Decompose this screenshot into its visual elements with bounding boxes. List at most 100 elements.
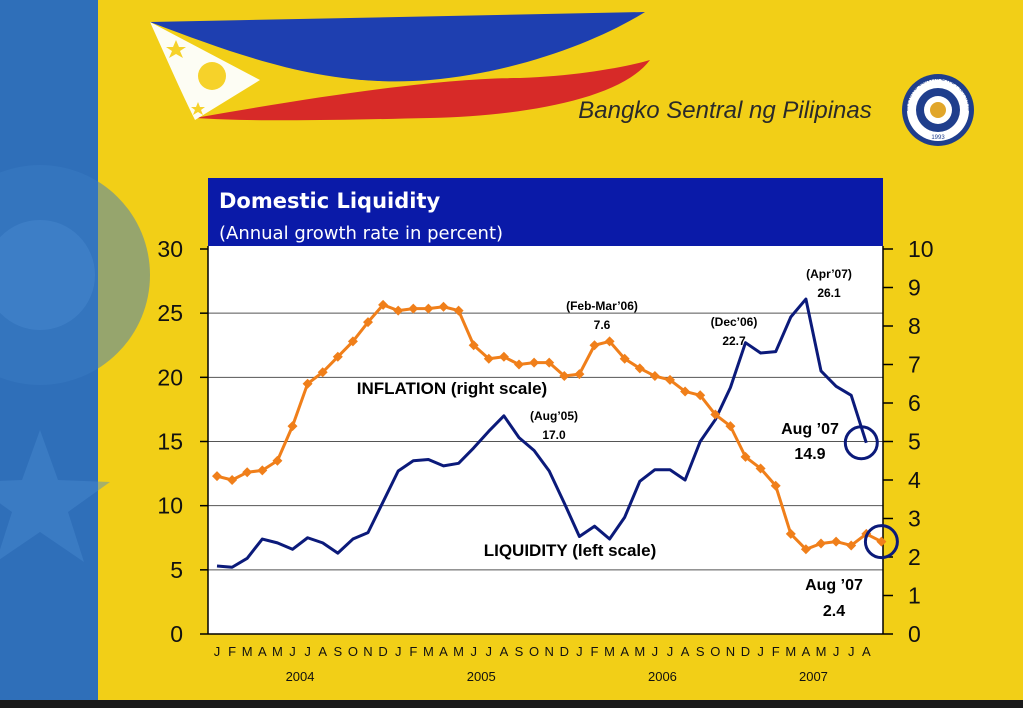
inflation-point	[393, 305, 404, 316]
inflation-point	[619, 353, 630, 364]
highlight-circle-liquidity	[843, 425, 879, 461]
annotation-value: 22.7	[722, 334, 746, 348]
flag-logo	[150, 12, 650, 121]
flag-star-icon	[191, 102, 205, 115]
brand-name: Bangko Sentral ng Pilipinas	[578, 97, 872, 124]
grid-lines	[208, 312, 883, 571]
inflation-point	[725, 421, 736, 432]
right-tick-label: 10	[908, 236, 934, 262]
month-tick-label: J	[486, 644, 493, 659]
month-tick-label: J	[214, 644, 221, 659]
right-tick-label: 4	[908, 467, 921, 493]
month-tick-label: A	[802, 644, 811, 659]
seal-year: 1993	[931, 135, 945, 141]
sun-watermark-inner	[0, 220, 95, 330]
year-label: 2005	[467, 669, 496, 684]
flag-red-band	[195, 60, 650, 121]
annotation-label: (Dec’06)	[711, 315, 758, 329]
left-tick-label: 5	[170, 557, 183, 583]
month-tick-label: J	[652, 644, 659, 659]
month-tick-label: A	[862, 644, 871, 659]
inflation-point	[816, 538, 826, 549]
annotation-label: (Aug’05)	[530, 409, 578, 423]
month-tick-label: M	[816, 644, 827, 659]
month-tick-label: J	[470, 644, 477, 659]
inflation-point	[589, 340, 600, 351]
month-tick-label: J	[667, 644, 674, 659]
chart-title: Domestic Liquidity	[219, 189, 441, 213]
inflation-point	[317, 367, 328, 378]
annotation-value: 26.1	[817, 286, 841, 300]
month-tick-label: M	[634, 644, 645, 659]
right-axis: 0 1 2 3 4 5 6 7 8 9 10	[882, 236, 934, 647]
right-tick-label: 5	[908, 429, 921, 455]
month-tick-label: A	[500, 644, 509, 659]
right-tick-label: 9	[908, 275, 921, 301]
inflation-point	[876, 536, 887, 547]
flag-star-icon	[166, 40, 186, 58]
inflation-point	[710, 409, 721, 420]
month-tick-label: D	[378, 644, 387, 659]
right-tick-label: 8	[908, 313, 921, 339]
right-tick-label: 2	[908, 544, 921, 570]
inflation-point	[212, 471, 222, 482]
month-tick-label: N	[545, 644, 554, 659]
inflation-point	[272, 455, 283, 466]
sun-watermark	[0, 165, 150, 385]
inflation-series-label: INFLATION (right scale)	[357, 379, 547, 398]
bottom-dark-strip	[0, 700, 1023, 708]
month-tick-label: M	[785, 644, 796, 659]
month-tick-label: J	[304, 644, 311, 659]
annotation-label: (Feb-Mar’06)	[566, 299, 638, 313]
inflation-point	[227, 475, 238, 485]
inflation-point	[831, 536, 842, 547]
month-tick-label: A	[318, 644, 327, 659]
month-tick-label: N	[726, 644, 735, 659]
inflation-point	[740, 451, 751, 462]
annotation-label: Aug ’07	[781, 421, 839, 438]
month-tick-label: A	[439, 644, 448, 659]
inflation-point	[695, 390, 706, 401]
month-tick-label: O	[529, 644, 539, 659]
month-tick-label: S	[333, 644, 342, 659]
month-tick-label: J	[395, 644, 402, 659]
inflation-point	[755, 463, 766, 474]
inflation-point	[498, 351, 509, 362]
left-tick-label: 25	[157, 300, 183, 326]
month-tick-label: D	[560, 644, 569, 659]
left-tick-label: 20	[157, 364, 183, 390]
inflation-point	[438, 301, 449, 312]
inflation-point	[770, 480, 781, 491]
month-tick-label: M	[272, 644, 283, 659]
inflation-point	[242, 467, 253, 478]
month-tick-label: F	[228, 644, 236, 659]
left-tick-label: 10	[157, 493, 183, 519]
annotations: INFLATION (right scale) LIQUIDITY (left s…	[357, 267, 899, 620]
inflation-point	[257, 465, 268, 476]
liquidity-series-label: LIQUIDITY (left scale)	[484, 541, 657, 560]
month-tick-label: M	[604, 644, 615, 659]
inflation-point	[483, 353, 494, 364]
left-axis: 0 5 10 15 20 25 30	[157, 236, 209, 647]
year-label: 2007	[799, 669, 828, 684]
left-tick-label: 30	[157, 236, 183, 262]
inflation-point	[574, 369, 585, 380]
month-tick-label: O	[348, 644, 358, 659]
inflation-point	[453, 305, 464, 316]
right-tick-label: 0	[908, 621, 921, 647]
liquidity-line	[216, 297, 868, 569]
month-tick-label: J	[576, 644, 583, 659]
series-layer	[212, 297, 887, 569]
annotation-value: 17.0	[542, 428, 566, 442]
inflation-point	[347, 336, 358, 347]
inflation-point	[468, 340, 479, 351]
month-tick-label: M	[423, 644, 434, 659]
year-label: 2006	[648, 669, 677, 684]
inflation-point	[408, 303, 419, 314]
month-tick-label: F	[591, 644, 599, 659]
year-label: 2004	[286, 669, 315, 684]
inflation-point	[423, 303, 434, 314]
month-tick-label: J	[289, 644, 296, 659]
month-tick-label: J	[848, 644, 855, 659]
